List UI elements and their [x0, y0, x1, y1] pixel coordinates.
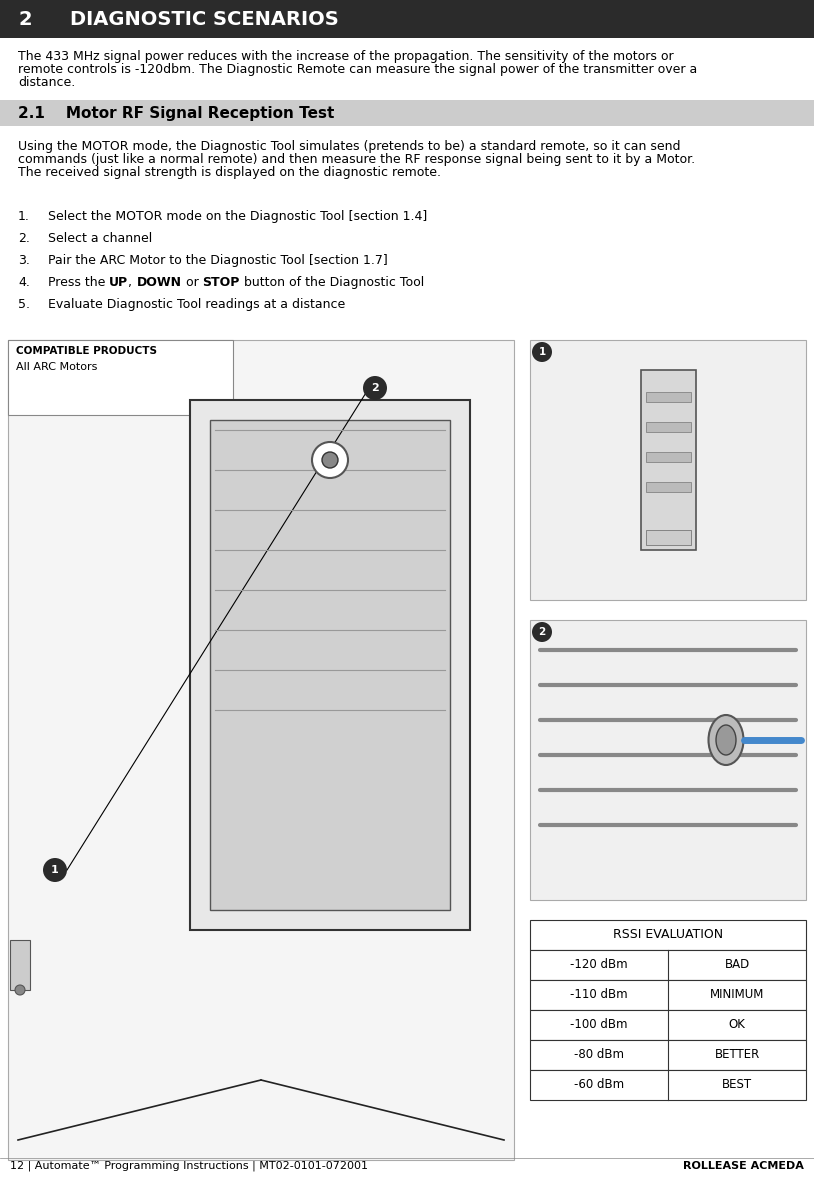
Text: STOP: STOP — [202, 276, 239, 289]
Text: DIAGNOSTIC SCENARIOS: DIAGNOSTIC SCENARIOS — [70, 9, 339, 28]
Bar — [210, 420, 450, 910]
Text: All ARC Motors: All ARC Motors — [16, 362, 98, 371]
Text: -100 dBm: -100 dBm — [571, 1019, 628, 1032]
Text: BEST: BEST — [722, 1079, 752, 1092]
Bar — [641, 370, 696, 550]
Bar — [530, 1069, 806, 1100]
Bar — [530, 1040, 806, 1069]
Text: 2: 2 — [538, 627, 545, 636]
Bar — [530, 920, 806, 950]
Text: Evaluate Diagnostic Tool readings at a distance: Evaluate Diagnostic Tool readings at a d… — [48, 298, 345, 311]
Text: 3.: 3. — [18, 254, 30, 267]
Circle shape — [322, 452, 338, 468]
Text: 1: 1 — [538, 347, 545, 357]
Circle shape — [532, 342, 552, 362]
Bar — [530, 620, 806, 900]
Text: DOWN: DOWN — [137, 276, 182, 289]
Circle shape — [15, 985, 25, 995]
Bar — [646, 392, 691, 402]
Bar — [646, 481, 691, 492]
Text: OK: OK — [729, 1019, 746, 1032]
Text: 12 | Automate™ Programming Instructions | MT02-0101-072001: 12 | Automate™ Programming Instructions … — [10, 1161, 368, 1171]
Text: -80 dBm: -80 dBm — [574, 1048, 624, 1061]
Circle shape — [43, 858, 67, 883]
Text: Using the MOTOR mode, the Diagnostic Tool simulates (pretends to be) a standard : Using the MOTOR mode, the Diagnostic Too… — [18, 140, 681, 153]
Bar — [0, 101, 814, 127]
Text: UP: UP — [109, 276, 129, 289]
Text: -60 dBm: -60 dBm — [574, 1079, 624, 1092]
Text: 5.: 5. — [18, 298, 30, 311]
Text: Press the: Press the — [48, 276, 109, 289]
Ellipse shape — [716, 725, 736, 755]
Text: 2: 2 — [371, 383, 379, 393]
Circle shape — [532, 622, 552, 642]
Text: MINIMUM: MINIMUM — [710, 989, 764, 1002]
Bar — [530, 340, 806, 600]
Text: 1.: 1. — [18, 211, 30, 224]
Text: 2.: 2. — [18, 232, 30, 245]
Text: remote controls is -120dbm. The Diagnostic Remote can measure the signal power o: remote controls is -120dbm. The Diagnost… — [18, 63, 698, 76]
Text: BAD: BAD — [724, 958, 750, 971]
Text: 2: 2 — [18, 9, 32, 28]
Text: RSSI EVALUATION: RSSI EVALUATION — [613, 929, 723, 942]
Bar — [530, 950, 806, 980]
Text: The 433 MHz signal power reduces with the increase of the propagation. The sensi: The 433 MHz signal power reduces with th… — [18, 50, 674, 63]
Text: 2.1    Motor RF Signal Reception Test: 2.1 Motor RF Signal Reception Test — [18, 105, 335, 121]
Text: 1: 1 — [51, 865, 59, 875]
Bar — [190, 400, 470, 930]
Circle shape — [363, 376, 387, 400]
Bar — [10, 940, 30, 990]
Circle shape — [312, 442, 348, 478]
Text: -120 dBm: -120 dBm — [570, 958, 628, 971]
Text: Select a channel: Select a channel — [48, 232, 152, 245]
Bar — [646, 422, 691, 432]
Text: ,: , — [129, 276, 137, 289]
Bar — [530, 1010, 806, 1040]
Text: COMPATIBLE PRODUCTS: COMPATIBLE PRODUCTS — [16, 345, 157, 356]
Bar — [530, 980, 806, 1010]
Text: or: or — [182, 276, 202, 289]
Text: -110 dBm: -110 dBm — [570, 989, 628, 1002]
Bar — [0, 0, 814, 38]
Text: distance.: distance. — [18, 76, 75, 89]
Text: The received signal strength is displayed on the diagnostic remote.: The received signal strength is displaye… — [18, 166, 441, 179]
Text: 4.: 4. — [18, 276, 30, 289]
Ellipse shape — [708, 715, 743, 765]
Text: Pair the ARC Motor to the Diagnostic Tool [section 1.7]: Pair the ARC Motor to the Diagnostic Too… — [48, 254, 387, 267]
Text: BETTER: BETTER — [715, 1048, 759, 1061]
Bar — [8, 340, 514, 1161]
Bar — [646, 530, 691, 545]
Text: Select the MOTOR mode on the Diagnostic Tool [section 1.4]: Select the MOTOR mode on the Diagnostic … — [48, 211, 427, 224]
Bar — [8, 340, 233, 415]
Text: ROLLEASE ACMEDA: ROLLEASE ACMEDA — [683, 1161, 804, 1171]
Text: button of the Diagnostic Tool: button of the Diagnostic Tool — [239, 276, 424, 289]
Text: commands (just like a normal remote) and then measure the RF response signal bei: commands (just like a normal remote) and… — [18, 153, 695, 166]
Bar — [646, 452, 691, 463]
